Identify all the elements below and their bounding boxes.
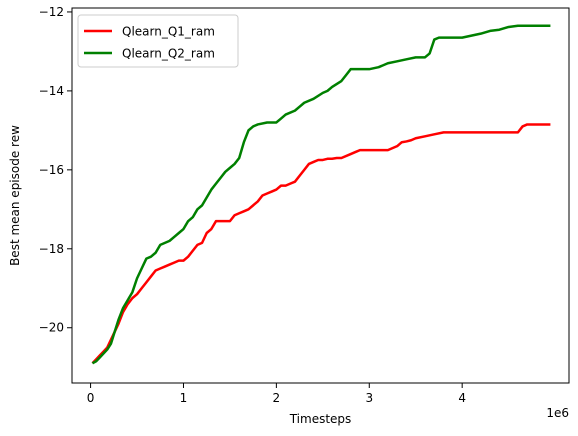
x-tick-label: 2	[273, 391, 281, 405]
x-axis-label: Timesteps	[289, 412, 352, 426]
series-layer	[91, 24, 551, 365]
legend-box	[77, 14, 239, 68]
series-line-1	[91, 123, 551, 365]
series-line-2	[91, 24, 551, 365]
y-tick-label: −12	[39, 5, 64, 19]
y-axis-label: Best mean episode rew	[8, 125, 22, 266]
x-tick-label: 3	[365, 391, 373, 405]
legend: Qlearn_Q1_ram Qlearn_Q2_ram	[77, 14, 239, 68]
y-tick-label: −20	[39, 321, 64, 335]
y-tick-label: −14	[39, 84, 64, 98]
x-tick-label: 1	[180, 391, 188, 405]
y-axis: −20 −18 −16 −14 −12	[39, 5, 72, 335]
legend-label-q2: Qlearn_Q2_ram	[122, 47, 215, 61]
x-axis-offset-label: 1e6	[546, 406, 569, 420]
x-tick-label: 4	[458, 391, 466, 405]
x-axis: 0 1 2 3 4	[87, 383, 466, 405]
x-tick-label: 0	[87, 391, 95, 405]
y-tick-label: −16	[39, 163, 64, 177]
plot-area	[72, 8, 569, 383]
plot-frame	[71, 7, 570, 384]
y-tick-label: −18	[39, 242, 64, 256]
legend-label-q1: Qlearn_Q1_ram	[122, 25, 215, 39]
